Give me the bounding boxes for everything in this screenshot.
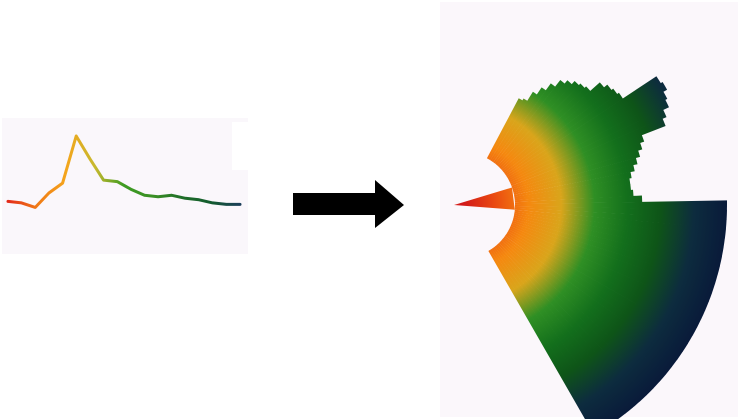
radial-bar: [514, 206, 727, 220]
radial-bar: [507, 82, 668, 179]
radial-bar: [512, 219, 718, 285]
radial-bar: [509, 226, 706, 320]
radial-bar: [510, 224, 709, 311]
line-plot-overlap-white: [232, 122, 462, 170]
radial-bar: [494, 245, 633, 414]
radial-bar: [509, 109, 667, 185]
radial-plot-bars: [454, 76, 728, 419]
radial-bar: [514, 209, 726, 239]
radial-bar: [491, 247, 619, 419]
radial-bar: [506, 76, 662, 178]
radial-bar: [505, 234, 683, 360]
radial-bar: [511, 222, 713, 302]
radial-bar: [513, 164, 635, 195]
radial-bar: [490, 248, 607, 419]
radial-bar: [514, 207, 727, 230]
radial-bar: [488, 98, 528, 161]
radial-bar: [501, 82, 605, 172]
radial-bar: [503, 235, 678, 368]
radial-bar: [509, 227, 702, 328]
radial-bar: [513, 157, 638, 193]
radial-bar: [493, 83, 556, 164]
radial-bar: [514, 189, 634, 203]
radial-bar: [507, 231, 693, 344]
radial-plot-panel: [440, 2, 738, 419]
transform-arrow: [293, 180, 404, 228]
radial-bar: [513, 217, 720, 276]
radial-bar: [501, 238, 666, 382]
radial-bar: [505, 92, 623, 176]
radial-bar: [509, 99, 669, 183]
radial-bar: [512, 220, 715, 294]
radial-bar: [514, 211, 725, 248]
radial-bar: [513, 215, 722, 267]
radial-bar: [488, 249, 596, 419]
radial-bar: [500, 240, 660, 389]
radial-bar: [514, 171, 632, 197]
radial-bar: [504, 88, 618, 175]
radial-bar: [508, 229, 698, 336]
radial-bar: [500, 86, 591, 170]
radial-bar: [506, 232, 688, 352]
radial-bar: [493, 246, 626, 419]
radial-bar: [499, 83, 585, 169]
radial-bar: [496, 244, 640, 408]
radial-bar: [514, 178, 631, 199]
radial-bar: [496, 80, 572, 166]
radial-bar: [512, 142, 643, 190]
radial-bar: [514, 184, 631, 201]
line-plot-line: [6, 134, 242, 209]
radial-bar: [486, 98, 523, 160]
radial-bar: [491, 87, 546, 163]
radial-bar: [502, 84, 612, 173]
radial-center-wedge: [454, 187, 515, 210]
radial-bar: [514, 195, 643, 205]
radial-bar: [490, 91, 538, 162]
radial-bar: [510, 118, 666, 186]
radial-bar: [511, 134, 645, 188]
radial-bar: [512, 150, 641, 192]
radial-bar: [508, 91, 668, 181]
radial-bar: [497, 243, 647, 402]
radial-bar: [514, 213, 724, 257]
radial-bar: [502, 237, 672, 375]
radial-bar: [494, 80, 565, 165]
radial-bar: [497, 81, 580, 168]
radial-bar: [498, 241, 654, 396]
radial-bar: [515, 200, 728, 211]
arrow-right-icon: [293, 180, 404, 228]
line-plot-panel: [2, 118, 462, 254]
